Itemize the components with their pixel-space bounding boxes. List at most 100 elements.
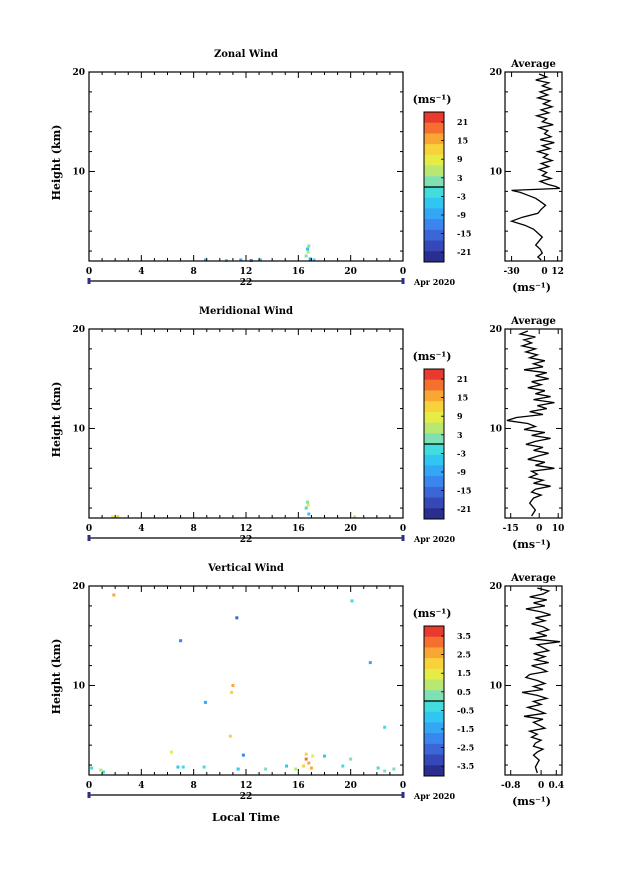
colorbar-segment [424,251,444,263]
x-tick-label: 8 [191,781,197,791]
colorbar-segment [424,422,444,434]
average-y-tick-label: 20 [489,582,502,592]
colorbar-tick-label: -15 [457,229,471,239]
colorbar-segment [424,743,444,756]
average-profile-line [521,587,561,774]
average-x-label: (ms⁻¹) [512,281,551,294]
colorbar-segment [424,411,444,424]
panel-title: Vertical Wind [207,563,284,574]
colorbar-units: (ms⁻¹) [413,607,452,620]
colorbar-tick-label: 21 [457,374,468,384]
colorbar-tick-label: 3.5 [457,631,471,641]
x-tick-label: 16 [292,524,305,534]
colorbar-segment [424,636,444,648]
colorbar-tick-label: -9 [457,210,466,220]
colorbar-segment [424,144,444,156]
x-tick-label: 8 [191,524,197,534]
x-axis-label: Local Time [212,811,280,824]
data-cell [306,503,310,507]
y-tick-label: 20 [72,325,85,335]
colorbar-segment [424,679,444,691]
colorbar-segment [424,444,444,456]
average-x-label: (ms⁻¹) [512,538,551,551]
data-cell [305,500,309,504]
x-tick-label: 20 [344,781,357,791]
data-cell [376,766,380,770]
average-profile-line [506,330,555,517]
colorbar-segment [424,229,444,242]
day-label: 22 [240,278,253,288]
colorbar-segment [424,647,444,659]
colorbar-segment [424,165,444,177]
average-y-tick-label: 10 [489,167,502,177]
data-cell [202,765,206,769]
x-tick-label: 16 [292,781,305,791]
average-x-tick-label: 0 [538,781,544,791]
data-cell [181,765,185,769]
data-cell [309,766,313,770]
average-y-tick-label: 10 [489,424,502,434]
y-tick-label: 20 [72,68,85,78]
colorbar-segment [424,454,444,466]
data-cell [305,247,309,251]
colorbar-tick-label: 1.5 [457,668,471,678]
x-tick-label: 16 [292,267,305,277]
colorbar-segment [424,476,444,488]
average-x-tick-label: 10 [552,524,565,534]
data-cell [111,515,115,519]
data-cell [241,753,245,757]
colorbar-segment [424,133,444,145]
x-tick-label: 0 [86,267,92,277]
date-label: Apr 2020 [413,534,456,544]
data-cell [169,750,173,754]
plot-frame [88,585,404,776]
colorbar-segment [424,122,444,134]
x-tick-label: 12 [240,781,253,791]
data-cell [294,767,298,771]
data-cell [176,765,180,769]
colorbar-segment [424,112,444,124]
colorbar-segment [424,701,444,713]
average-x-tick-label: 12 [551,267,564,277]
y-axis-label: Height (km) [50,125,63,201]
y-tick-label: 10 [72,681,85,691]
colorbar-segment [424,486,444,499]
data-cell [349,757,353,761]
colorbar-segment [424,433,444,445]
average-x-tick-label: 0 [541,267,547,277]
data-cell [304,254,308,258]
panel-title: Zonal Wind [214,49,278,60]
colorbar-segment [424,711,444,723]
data-cell [179,639,183,643]
colorbar-segment [424,508,444,520]
colorbar-segment [424,668,444,681]
colorbar-segment [424,658,444,670]
colorbar-tick-label: -9 [457,467,466,477]
panel-1: Zonal Wind Height (km) 0 4 8 12 16 20 0 10 20 22 Apr… [50,49,564,294]
average-x-tick-label: -0.8 [501,781,520,791]
x-tick-label: 4 [138,524,144,534]
colorbar-tick-label: 3 [457,430,463,440]
colorbar-segment [424,176,444,188]
panel-2: Meridional Wind Height (km) 0 4 8 12 16 20 0 10 20… [50,306,564,551]
colorbar-tick-label: -21 [457,504,471,514]
data-cell [350,599,354,603]
average-profile-line [509,73,561,261]
data-cell [236,767,240,771]
colorbar-tick-label: 9 [457,411,463,421]
x-tick-label: 0 [86,524,92,534]
average-y-tick-label: 10 [489,681,502,691]
colorbar-tick-label: -3.5 [457,761,474,771]
data-cell [203,700,207,704]
data-cell [311,754,315,758]
data-cell [368,661,372,665]
data-cell [304,506,308,510]
data-cell [99,768,103,772]
colorbar-segment [424,626,444,638]
data-cell [203,258,207,262]
colorbar-tick-label: 0.5 [457,687,471,697]
colorbar-tick-label: 2.5 [457,650,471,660]
average-y-tick-label: 20 [489,68,502,78]
x-tick-label: 0 [400,524,406,534]
colorbar-tick-label: -15 [457,486,471,496]
